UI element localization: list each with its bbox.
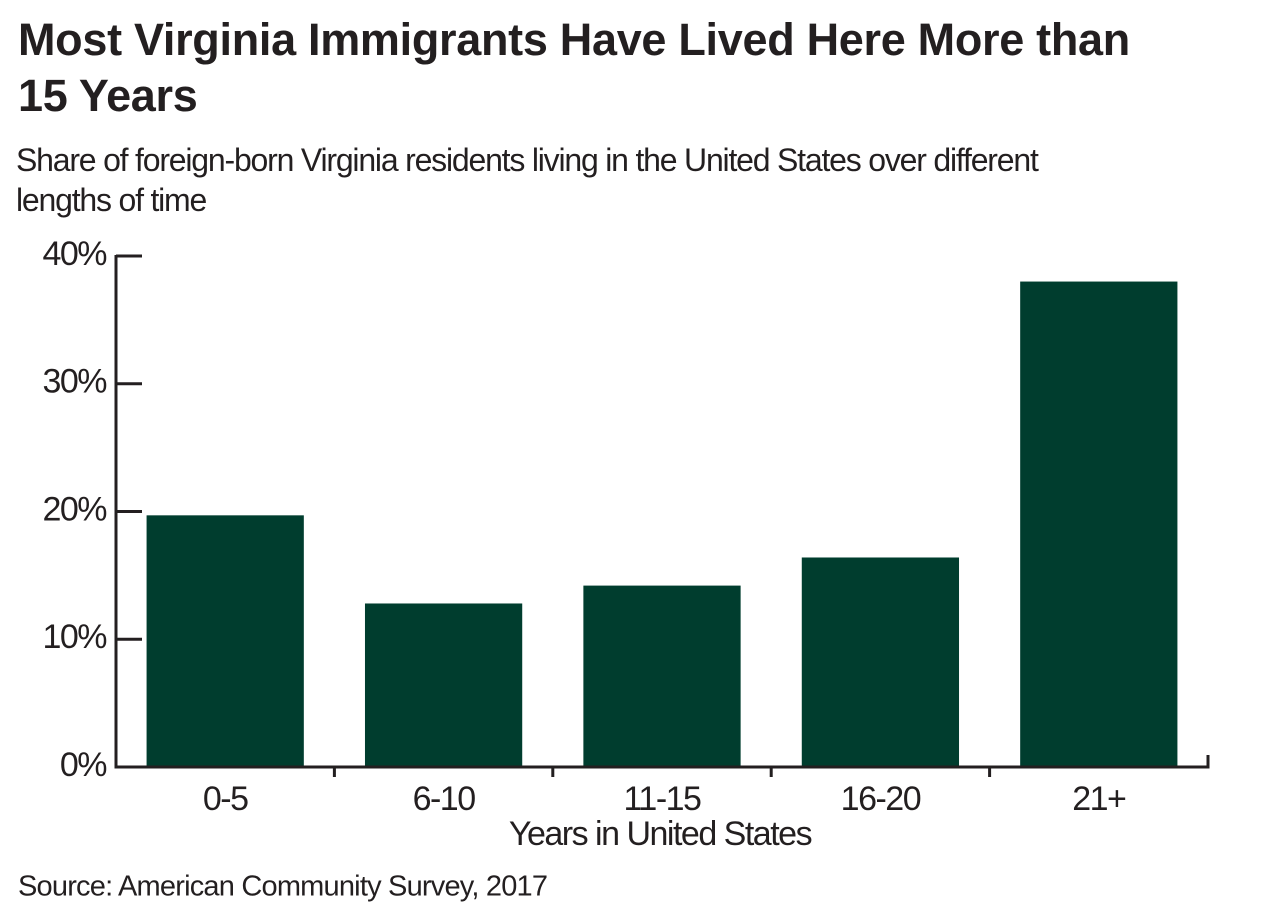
x-tick-label: 0-5 [203, 780, 248, 818]
x-tick-label: 11-15 [624, 780, 702, 818]
chart-title: Most Virginia Immigrants Have Lived Here… [18, 14, 1130, 121]
x-tick-label: 21+ [1072, 780, 1126, 818]
y-tick-label: 10% [42, 618, 107, 656]
y-tick-label: 0% [60, 746, 107, 784]
source-note: Source: American Community Survey, 2017 [18, 871, 547, 903]
bar [801, 557, 960, 767]
bar [583, 585, 741, 767]
x-tick-label: 6-10 [413, 780, 476, 818]
bar [364, 603, 523, 767]
x-tick-label: 16-20 [841, 780, 921, 818]
y-tick-label: 20% [42, 490, 107, 528]
bar [1020, 281, 1178, 767]
bar [146, 515, 304, 767]
x-axis-label: Years in United States [509, 815, 812, 853]
y-tick-label: 40% [42, 235, 107, 273]
y-tick-label: 30% [42, 363, 107, 401]
chart-subtitle: Share of foreign-born Virginia residents… [16, 142, 1039, 218]
